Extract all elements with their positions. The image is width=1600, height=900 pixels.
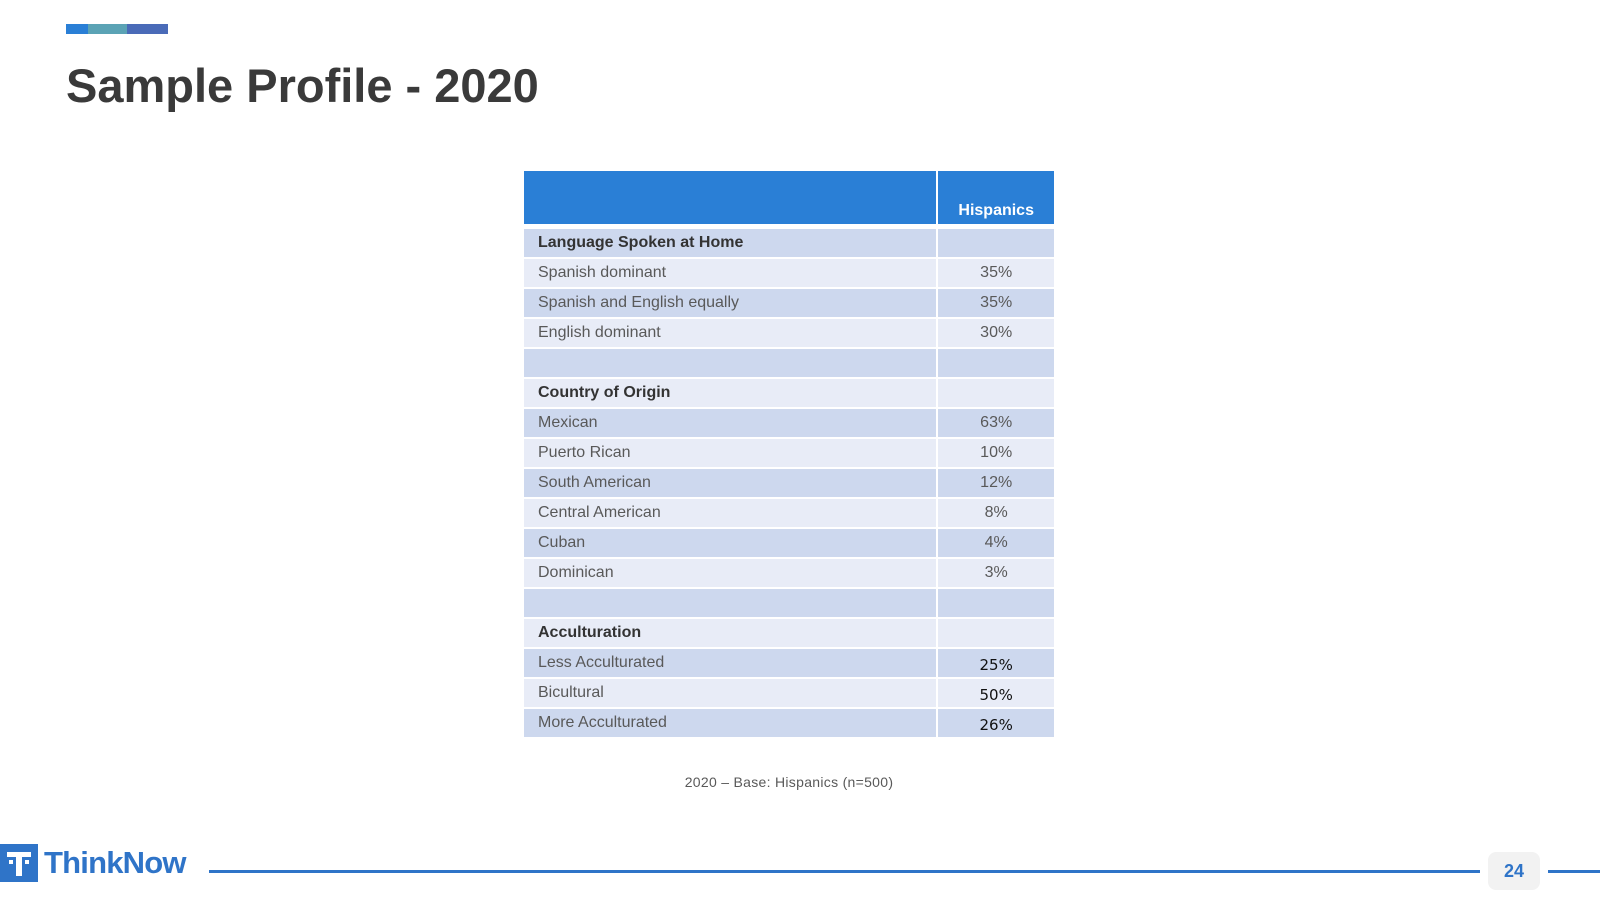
row-value xyxy=(938,589,1054,619)
row-label: Bicultural xyxy=(524,679,939,709)
row-value xyxy=(938,229,1054,259)
row-label: Cuban xyxy=(524,529,939,559)
row-value: 35% xyxy=(938,259,1054,289)
logo-wordmark: ThinkNow xyxy=(44,845,187,880)
row-label: Spanish dominant xyxy=(524,259,939,289)
title-accent-bar xyxy=(66,24,168,34)
base-note: 2020 – Base: Hispanics (n=500) xyxy=(684,774,894,790)
row-label: South American xyxy=(524,469,939,499)
row-value xyxy=(938,379,1054,409)
table-spacer-row xyxy=(524,349,1054,379)
row-value: 3% xyxy=(938,559,1054,589)
row-value: 8% xyxy=(938,499,1054,529)
row-label: Dominican xyxy=(524,559,939,589)
section-heading: Country of Origin xyxy=(524,379,939,409)
row-value: 25% xyxy=(938,649,1054,679)
table-section-row: Country of Origin xyxy=(524,379,1054,409)
row-value xyxy=(938,619,1054,649)
table-row: Central American 8% xyxy=(524,499,1054,529)
page-number: 24 xyxy=(1488,852,1540,890)
thinknow-logo: ThinkNow xyxy=(0,844,187,882)
table-row: South American 12% xyxy=(524,469,1054,499)
table-row: English dominant 30% xyxy=(524,319,1054,349)
row-value: 63% xyxy=(938,409,1054,439)
header-hispanics: Hispanics xyxy=(938,171,1054,229)
row-value: 26% xyxy=(938,709,1054,739)
table-row: Mexican 63% xyxy=(524,409,1054,439)
row-label: Less Acculturated xyxy=(524,649,939,679)
row-label: Puerto Rican xyxy=(524,439,939,469)
table-row: Less Acculturated 25% xyxy=(524,649,1054,679)
row-label: English dominant xyxy=(524,319,939,349)
footer-rule-right xyxy=(1548,870,1600,873)
slide-title: Sample Profile - 2020 xyxy=(66,59,539,112)
row-label xyxy=(524,589,939,619)
table-spacer-row xyxy=(524,589,1054,619)
table-section-row: Acculturation xyxy=(524,619,1054,649)
accent-segment-teal xyxy=(88,24,127,34)
table-row: Spanish and English equally 35% xyxy=(524,289,1054,319)
table-body: Language Spoken at Home Spanish dominant 3… xyxy=(524,229,1054,739)
row-value: 4% xyxy=(938,529,1054,559)
row-value xyxy=(938,349,1054,379)
row-label xyxy=(524,349,939,379)
row-label: Spanish and English equally xyxy=(524,289,939,319)
row-value: 30% xyxy=(938,319,1054,349)
row-value: 35% xyxy=(938,289,1054,319)
table-header-row: Hispanics xyxy=(524,171,1054,229)
row-label: More Acculturated xyxy=(524,709,939,739)
table-row: Puerto Rican 10% xyxy=(524,439,1054,469)
row-label: Central American xyxy=(524,499,939,529)
table-row: Dominican 3% xyxy=(524,559,1054,589)
table-row: Bicultural 50% xyxy=(524,679,1054,709)
accent-segment-blue xyxy=(66,24,88,34)
row-value: 10% xyxy=(938,439,1054,469)
table-row: Spanish dominant 35% xyxy=(524,259,1054,289)
header-label-cell xyxy=(524,171,939,229)
row-value: 50% xyxy=(938,679,1054,709)
accent-segment-indigo xyxy=(127,24,168,34)
table-section-row: Language Spoken at Home xyxy=(524,229,1054,259)
table-row: Cuban 4% xyxy=(524,529,1054,559)
section-heading: Acculturation xyxy=(524,619,939,649)
row-label: Mexican xyxy=(524,409,939,439)
logo-mark-icon xyxy=(0,844,38,882)
section-heading: Language Spoken at Home xyxy=(524,229,939,259)
row-value: 12% xyxy=(938,469,1054,499)
footer-rule-left xyxy=(209,870,1480,873)
sample-profile-table: Hispanics Language Spoken at Home Spanish… xyxy=(524,171,1054,739)
table-row: More Acculturated 26% xyxy=(524,709,1054,739)
